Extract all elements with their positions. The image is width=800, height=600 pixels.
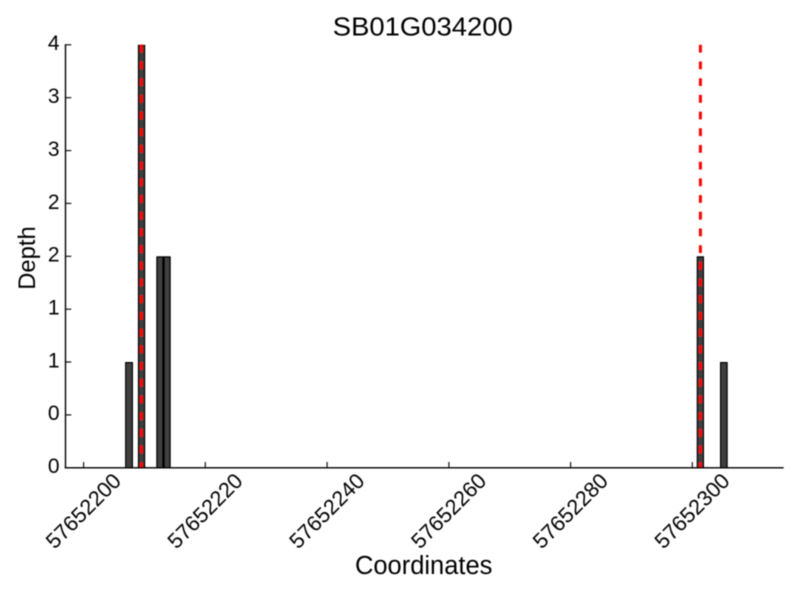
svg-text:3: 3 (48, 85, 60, 108)
svg-text:0: 0 (48, 455, 60, 478)
svg-text:SB01G034200: SB01G034200 (333, 13, 513, 41)
svg-text:Coordinates: Coordinates (355, 552, 493, 580)
svg-text:1: 1 (48, 297, 60, 320)
svg-text:0: 0 (48, 402, 60, 425)
svg-text:2: 2 (48, 191, 60, 214)
svg-text:4: 4 (48, 32, 60, 55)
svg-text:Depth: Depth (14, 226, 41, 290)
svg-text:1: 1 (48, 349, 60, 372)
svg-text:3: 3 (48, 138, 60, 161)
svg-text:2: 2 (48, 244, 60, 267)
